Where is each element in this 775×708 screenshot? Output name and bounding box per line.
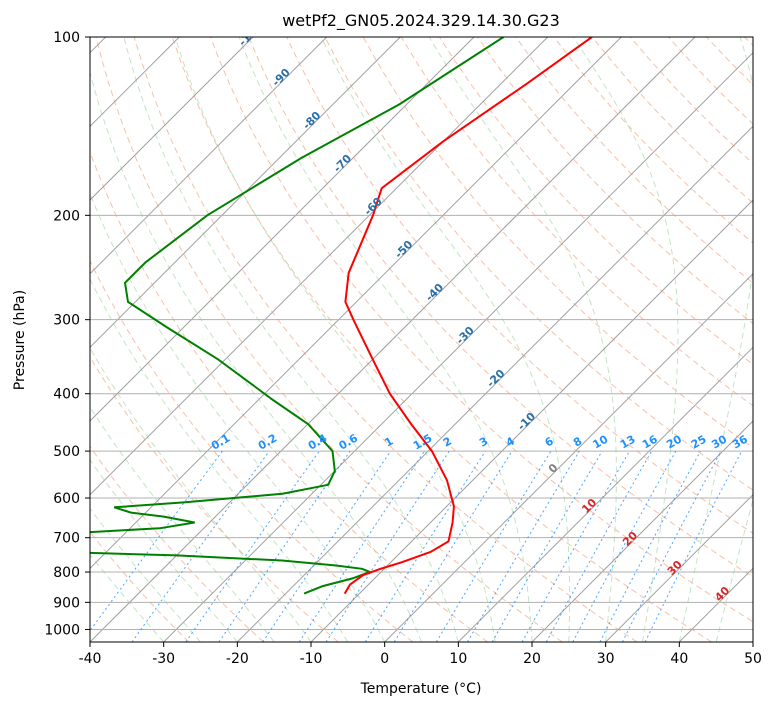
moist-adiabat [678, 37, 753, 642]
y-tick-label: 300 [53, 313, 80, 329]
y-tick-label: 600 [53, 491, 80, 507]
moist-adiabat [90, 70, 422, 642]
mixing-ratio-line [491, 450, 603, 642]
isotherm [90, 37, 475, 422]
isotherm [90, 37, 696, 642]
x-tick-label: -10 [300, 651, 323, 667]
mixing-ratio-line [364, 450, 486, 642]
y-tick-label: 700 [53, 531, 80, 547]
isotherm [605, 493, 753, 642]
x-tick-label: -40 [79, 651, 102, 667]
dry-adiabat [210, 37, 753, 623]
y-tick-label: 100 [53, 30, 80, 46]
dry-adiabat [90, 259, 414, 642]
y-tick-label: 900 [53, 595, 80, 611]
dry-adiabat [171, 37, 712, 642]
dry-adiabat-label: -100 [236, 20, 265, 49]
dry-adiabat [95, 37, 563, 642]
mixing-ratio-line [599, 450, 701, 642]
dry-adiabat [133, 37, 638, 642]
chart-title: wetPf2_GN05.2024.329.14.30.G23 [282, 11, 560, 31]
moist-adiabat [90, 192, 386, 642]
moist-adiabat [238, 37, 533, 642]
axes: -40 -30 -20 -10 0 10 20 30 40 50 100 200 300 400 500 60… [44, 30, 762, 667]
x-tick-label: 30 [597, 651, 615, 667]
y-tick-label: 1000 [44, 622, 80, 638]
y-tick-label: 500 [53, 444, 80, 460]
dry-adiabat [90, 445, 264, 642]
dry-adiabat [286, 37, 753, 534]
mixing-ratio-line [90, 450, 223, 632]
isotherm [531, 420, 753, 642]
x-tick-label: 10 [449, 651, 467, 667]
isotherm [384, 272, 753, 642]
mixing-ratio-line [644, 450, 743, 642]
dewpoint-profile [90, 37, 505, 595]
moist-adiabat [90, 406, 275, 642]
mixing-ratio-line [435, 450, 552, 642]
moist-adiabat [90, 507, 201, 642]
moist-adiabat [90, 459, 238, 642]
moist-adiabat [428, 37, 617, 642]
x-tick-label: 50 [744, 651, 762, 667]
x-tick-label: 20 [523, 651, 541, 667]
dry-adiabat [515, 37, 753, 284]
dry-adiabat [248, 37, 753, 578]
mixing-ratio-line [131, 450, 270, 642]
plot-background [90, 37, 753, 642]
isotherm [90, 37, 254, 201]
isotherm [236, 125, 753, 642]
isotherm [752, 641, 753, 642]
isotherm [90, 37, 401, 349]
mixing-ratio-line [185, 450, 320, 642]
mixing-ratio-line [393, 450, 513, 642]
x-tick-label: 40 [670, 651, 688, 667]
x-tick-label: -30 [152, 651, 175, 667]
mixing-ratio-line [325, 450, 450, 642]
mixing-ratio-line [521, 450, 630, 642]
moist-adiabat [174, 37, 496, 642]
mixing-ratio-line [298, 450, 425, 642]
mixing-ratio-line [621, 450, 722, 642]
y-tick-label: 800 [53, 565, 80, 581]
dry-adiabat [324, 37, 753, 491]
moist-adiabat [90, 553, 165, 642]
y-axis-label: Pressure (hPa) [12, 290, 28, 390]
isotherm [163, 51, 753, 642]
moist-adiabat [123, 37, 459, 642]
y-tick-label: 200 [53, 208, 80, 224]
moist-adiabat [320, 37, 571, 642]
mixing-ratio-line [545, 450, 653, 642]
isotherm [457, 346, 753, 642]
isotherm [90, 37, 328, 275]
isotherm [90, 37, 622, 570]
x-axis-label: Temperature (°C) [360, 681, 482, 697]
y-tick-label: 400 [53, 387, 80, 403]
moist-adiabat [715, 497, 753, 642]
mixing-ratio-line [572, 450, 677, 642]
x-tick-label: -20 [226, 651, 249, 667]
temperature-profile [343, 37, 593, 595]
x-tick-label: 0 [380, 651, 389, 667]
plot-frame [89, 36, 754, 643]
plot-area [90, 37, 753, 642]
moist-adiabat [572, 37, 679, 642]
moist-adiabat [90, 278, 349, 642]
isotherm [310, 199, 753, 642]
mixing-ratio-line [467, 450, 580, 642]
